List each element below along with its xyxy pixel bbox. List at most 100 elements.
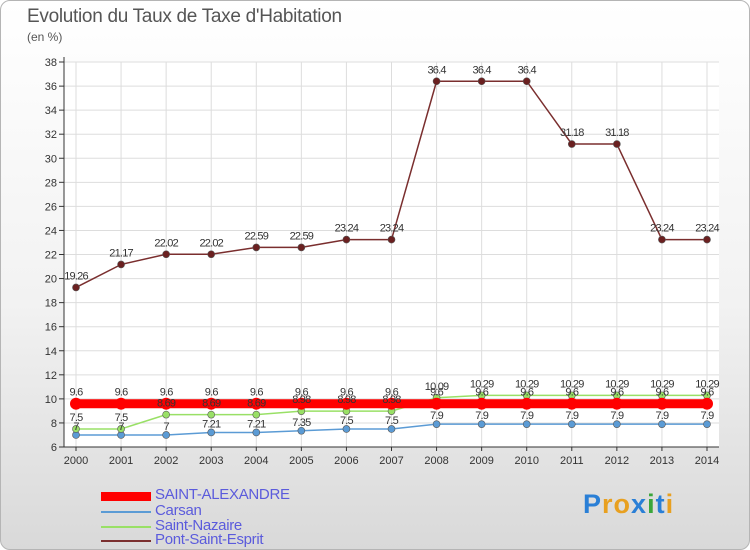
data-point-saint-alexandre [475, 397, 488, 410]
data-point-saint-nazaire [117, 425, 125, 433]
data-label-saint-alexandre: 9.6 [430, 387, 444, 399]
data-label-saint-alexandre: 9.6 [475, 387, 489, 399]
y-tick-label: 26 [45, 201, 57, 213]
data-label-saint-alexandre: 9.6 [655, 387, 669, 399]
data-label-carsan: 7 [73, 421, 79, 433]
x-tick-label: 2004 [244, 455, 268, 467]
y-tick-label: 36 [45, 81, 57, 93]
data-label-pont-saint-esprit: 36.4 [427, 64, 446, 76]
y-tick-label: 12 [45, 370, 57, 382]
data-point-saint-alexandre [610, 397, 623, 410]
x-tick-label: 2010 [514, 455, 538, 467]
chart-title: Evolution du Taux de Taxe d'Habitation [27, 6, 342, 27]
x-tick-label: 2001 [109, 455, 133, 467]
data-point-saint-alexandre [520, 397, 533, 410]
data-point-carsan [477, 420, 486, 428]
data-label-saint-nazaire: 10.29 [560, 378, 584, 390]
data-label-saint-alexandre: 9.6 [610, 387, 624, 399]
data-point-saint-nazaire [207, 410, 216, 419]
y-tick-label: 6 [51, 442, 57, 454]
data-label-saint-alexandre: 9.6 [701, 387, 715, 399]
y-tick-label: 24 [45, 225, 57, 237]
data-point-pont-saint-esprit [613, 140, 621, 148]
data-label-carsan: 7.9 [475, 410, 489, 422]
data-label-carsan: 7.5 [385, 415, 399, 427]
data-label-pont-saint-esprit: 22.02 [199, 237, 223, 249]
data-point-carsan [342, 425, 351, 433]
data-label-saint-alexandre: 9.6 [160, 387, 174, 399]
x-tick-label: 2014 [695, 455, 719, 467]
y-tick-label: 38 [45, 57, 57, 69]
logo-letter: i [647, 489, 656, 519]
data-label-saint-nazaire: 8.98 [337, 394, 356, 406]
data-label-carsan: 7.5 [340, 415, 354, 427]
x-tick-label: 2003 [199, 455, 223, 467]
data-point-pont-saint-esprit [207, 250, 216, 259]
data-point-carsan [703, 420, 711, 428]
data-point-carsan [567, 420, 576, 428]
data-point-saint-alexandre [160, 397, 173, 410]
data-point-saint-nazaire [252, 410, 261, 419]
logo-letter: P [583, 489, 603, 519]
data-label-carsan: 7.35 [292, 417, 311, 429]
data-label-saint-nazaire: 10.29 [695, 378, 719, 390]
data-label-saint-alexandre: 9.6 [250, 387, 264, 399]
y-tick-label: 14 [45, 346, 57, 358]
logo-letter: o [613, 489, 632, 519]
data-label-saint-alexandre: 9.6 [115, 387, 129, 399]
x-tick-label: 2006 [334, 455, 358, 467]
data-label-carsan: 7.21 [202, 418, 221, 430]
data-label-pont-saint-esprit: 31.18 [605, 127, 629, 139]
data-label-saint-nazaire: 10.29 [470, 378, 494, 390]
data-point-saint-alexandre [385, 397, 398, 410]
data-label-pont-saint-esprit: 19.26 [64, 270, 88, 282]
data-point-carsan [658, 420, 666, 428]
data-label-saint-alexandre: 9.6 [205, 387, 219, 399]
y-tick-label: 32 [45, 129, 57, 141]
data-label-pont-saint-esprit: 22.02 [154, 237, 178, 249]
data-label-carsan: 7.9 [565, 410, 579, 422]
data-label-carsan: 7.9 [520, 410, 534, 422]
y-tick-label: 30 [45, 153, 57, 165]
y-tick-label: 16 [45, 322, 57, 334]
legend-swatch [101, 511, 151, 513]
data-point-saint-alexandre [70, 397, 82, 410]
data-label-carsan: 7.21 [247, 418, 266, 430]
data-point-pont-saint-esprit [567, 140, 576, 148]
logo-letter: t [655, 489, 666, 519]
y-tick-label: 10 [45, 394, 57, 406]
data-label-pont-saint-esprit: 23.24 [650, 223, 674, 235]
data-label-pont-saint-esprit: 36.4 [518, 64, 537, 76]
data-label-saint-nazaire: 10.09 [425, 381, 449, 393]
data-point-carsan [387, 425, 396, 433]
logo-letter: i [665, 489, 675, 519]
y-tick-label: 8 [51, 418, 57, 430]
data-point-saint-alexandre [115, 397, 128, 410]
logo-letter: r [602, 489, 614, 519]
data-label-saint-alexandre: 9.6 [565, 387, 579, 399]
data-point-saint-alexandre [655, 397, 668, 410]
data-point-pont-saint-esprit [658, 235, 666, 244]
data-point-pont-saint-esprit [387, 235, 396, 244]
data-label-saint-nazaire: 8.98 [292, 394, 311, 406]
legend-swatch [101, 526, 151, 528]
y-tick-label: 28 [45, 177, 57, 189]
data-label-saint-nazaire: 7.5 [115, 412, 129, 424]
data-point-saint-alexandre [430, 397, 443, 410]
data-label-saint-nazaire: 10.29 [605, 378, 629, 390]
data-label-pont-saint-esprit: 23.24 [335, 223, 359, 235]
data-point-carsan [252, 428, 261, 437]
data-label-carsan: 7.9 [655, 410, 669, 422]
x-tick-label: 2011 [560, 455, 584, 467]
data-point-pont-saint-esprit [522, 77, 531, 86]
data-point-pont-saint-esprit [117, 260, 125, 269]
x-tick-label: 2013 [650, 455, 674, 467]
legend-swatch [101, 492, 151, 501]
data-point-pont-saint-esprit [252, 243, 261, 252]
data-point-pont-saint-esprit [432, 77, 441, 86]
data-label-carsan: 7 [163, 421, 169, 433]
data-label-saint-nazaire: 7.5 [70, 412, 84, 424]
logo-letter: x [631, 489, 648, 519]
data-label-pont-saint-esprit: 36.4 [473, 64, 492, 76]
